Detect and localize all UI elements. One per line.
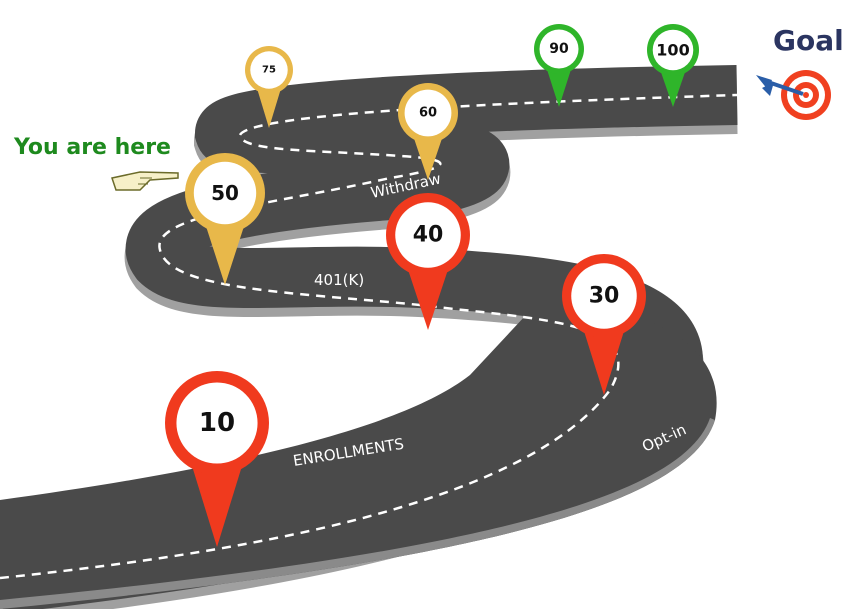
pin-face [652,29,694,71]
road-wide-edge [0,418,715,609]
pin-value: 40 [413,223,444,248]
milestone-pin-75: 75 [245,46,293,128]
pin-value: 10 [199,408,235,438]
pin-face [176,382,258,464]
pin-tail [188,454,246,547]
pin-value: 50 [211,181,239,205]
pin-face [250,51,288,89]
pin-face [539,29,579,69]
road-center-line [0,93,738,580]
pin-tail [658,65,688,107]
milestone-pin-90: 90 [534,24,584,107]
pin-face [395,202,461,268]
target-icon [781,70,831,120]
milestone-pin-100: 100 [647,24,699,107]
road-label-401k: 401(K) [314,271,364,289]
pin-value: 100 [656,41,689,60]
milestone-pin-10: 10 [165,371,269,547]
pin-value: 30 [589,284,620,309]
road-wide-section [0,300,717,609]
pin-value: 75 [262,65,276,76]
pin-face [404,89,452,137]
milestone-pin-30: 30 [562,254,646,395]
milestone-pin-40: 40 [386,193,470,330]
pin-value: 60 [419,106,437,121]
pin-face [571,263,637,329]
pin-tail [203,217,247,285]
pin-tail [545,64,573,107]
pin-tail [255,84,283,128]
pin-tail [411,131,445,180]
you-are-here-label: You are here [13,135,171,160]
milestone-pin-60: 60 [398,83,458,180]
pin-tail [580,321,628,395]
milestone-pin-50: 50 [185,153,265,285]
dart-icon [756,75,804,96]
milestone-pins: 10 30 40 50 60 75 90 100 [165,24,699,547]
goal-label: Goal [773,24,844,57]
pointing-hand-icon [111,171,179,191]
pin-value: 90 [549,41,569,57]
pin-tail [404,260,452,330]
pin-face [193,161,257,225]
